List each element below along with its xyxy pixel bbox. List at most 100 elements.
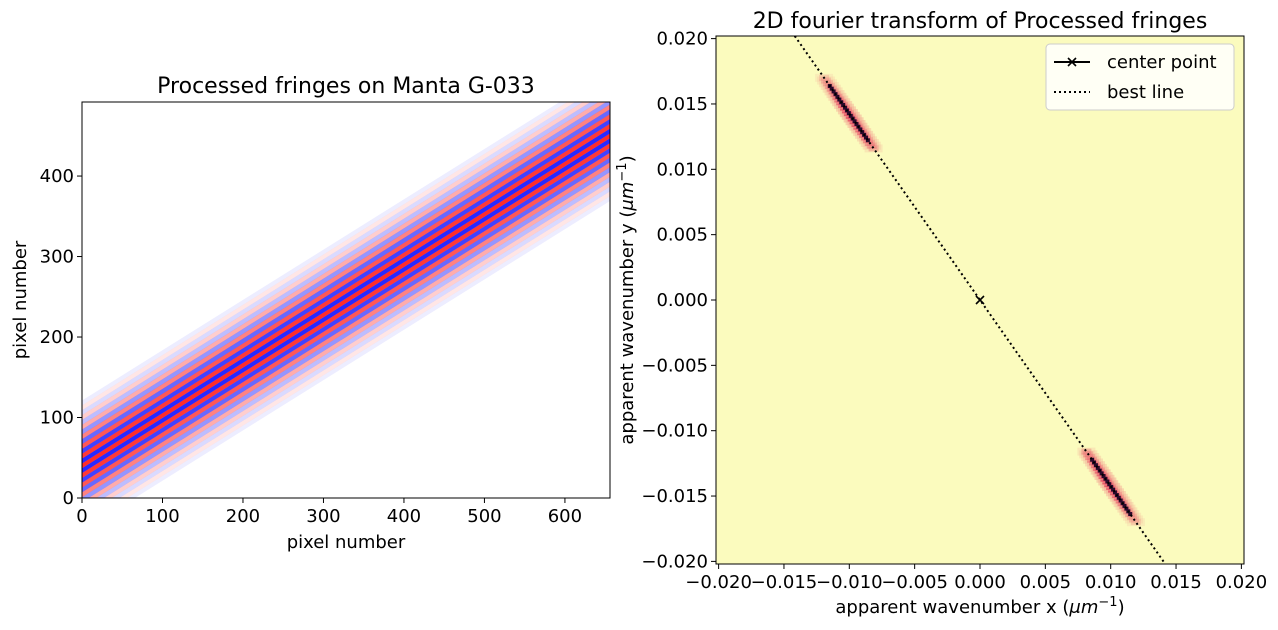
- fringe-stripe: [96, 176, 610, 498]
- fringe-stripe: [82, 109, 610, 445]
- fringe-stripe: [82, 152, 610, 488]
- fft-peak-core: [1116, 495, 1121, 500]
- fringe-stripe: [82, 142, 610, 478]
- fft-peak-core: [829, 86, 834, 91]
- fringe-stripe: [82, 104, 610, 440]
- fft-peak-core: [1099, 471, 1104, 476]
- fft-peak-core: [1107, 482, 1112, 487]
- fft-peak-cell: [820, 77, 831, 84]
- fft-peak-core: [1128, 512, 1133, 517]
- x-tick-label: 0.010: [1085, 572, 1137, 593]
- fft-peak-glow: [1126, 518, 1145, 527]
- fringe-stripe: [103, 181, 610, 498]
- fringe-stripe: [82, 138, 610, 474]
- fringe-stripe: [119, 191, 610, 498]
- fringe-stripe: [82, 102, 591, 420]
- fringe-stripe: [82, 102, 607, 430]
- fft-peak-core: [1124, 506, 1129, 511]
- y-tick-label: 100: [40, 408, 74, 429]
- fft-peak-core: [852, 119, 857, 124]
- legend-center-point-label: center point: [1107, 52, 1217, 73]
- fft-peak-core: [858, 127, 863, 132]
- fft-peak-glow: [1123, 512, 1142, 521]
- y-tick-label: 0.010: [656, 159, 708, 180]
- fft-x-ticks: −0.020−0.015−0.010−0.005 0.000 0.005 0.010 0…: [685, 564, 1267, 593]
- y-tick-label: 400: [40, 166, 74, 187]
- x-tick-label: −0.005: [881, 572, 948, 593]
- y-tick-label: 0.015: [656, 94, 708, 115]
- fft-peak-glow: [818, 79, 837, 88]
- y-tick-label: 200: [40, 327, 74, 348]
- y-tick-label: 300: [40, 247, 74, 268]
- fft-peak-cell: [822, 80, 833, 87]
- fringe-plot-frame: [81, 101, 611, 499]
- x-tick-label: −0.010: [816, 572, 883, 593]
- y-tick-label: 0.020: [656, 29, 708, 50]
- x-tick-label: 0.015: [1150, 572, 1202, 593]
- y-tick-label: 0.000: [656, 290, 708, 311]
- fft-peak-core: [1122, 503, 1127, 508]
- fft-peak-cell: [1081, 448, 1092, 455]
- y-tick-label: −0.015: [641, 486, 708, 507]
- fringe-stripe: [82, 167, 610, 498]
- fft-peak-core: [865, 138, 870, 143]
- fringe-stripe: [82, 157, 610, 493]
- fringe-stripe: [82, 162, 610, 498]
- fft-peak-core: [831, 89, 836, 94]
- fringe-heatmap: [82, 102, 610, 498]
- x-tick-label: 600: [548, 506, 582, 527]
- fft-peak-core: [1112, 490, 1117, 495]
- fft-peak-core: [863, 135, 868, 140]
- fft-peak-core: [1090, 457, 1095, 462]
- y-tick-label: 0: [63, 488, 74, 509]
- fringe-stripe: [82, 133, 610, 469]
- fringe-panel: Processed fringes on Manta G-033 0 100 200…: [10, 74, 611, 553]
- fft-peak-glow: [1081, 453, 1100, 462]
- fft-peak-glow: [864, 144, 883, 153]
- x-tick-label: 0.020: [1216, 572, 1268, 593]
- y-tick-label: −0.005: [641, 355, 708, 376]
- fft-peak-core: [835, 94, 840, 99]
- x-tick-label: −0.020: [685, 572, 752, 593]
- fft-peak-glow: [862, 141, 881, 150]
- fft-panel: 2D fourier transform of Processed fringe…: [615, 9, 1267, 618]
- fft-legend: center point best line: [1045, 43, 1235, 111]
- fringe-stripe: [82, 128, 610, 464]
- fringe-chart-title: Processed fringes on Manta G-033: [157, 74, 535, 99]
- fft-peak-core: [837, 97, 842, 102]
- fringe-stripe: [82, 102, 599, 425]
- fringe-stripe: [82, 102, 610, 435]
- fft-peak-core: [843, 105, 848, 110]
- y-tick-label: −0.010: [641, 421, 708, 442]
- y-tick-label: 0.005: [656, 225, 708, 246]
- fringe-stripe: [82, 147, 610, 483]
- fringe-stripe: [111, 186, 610, 498]
- x-tick-label: 300: [306, 506, 340, 527]
- fringe-stripe: [126, 196, 610, 498]
- fft-peak-core: [854, 121, 859, 126]
- fft-peak-core: [841, 102, 846, 107]
- x-tick-label: 100: [145, 506, 179, 527]
- fft-peak-glow: [1077, 447, 1096, 456]
- fringe-x-axis-label: pixel number: [287, 532, 406, 553]
- fft-overlay: [793, 36, 1167, 564]
- fringe-stripe: [82, 118, 610, 454]
- fringe-stripe: [82, 102, 576, 411]
- fringe-stripe: [82, 102, 568, 406]
- fft-peak-core: [846, 111, 851, 116]
- x-tick-label: 500: [467, 506, 501, 527]
- fringe-stripe: [82, 102, 584, 416]
- x-tick-label: 200: [226, 506, 260, 527]
- fft-peak-glow: [816, 76, 835, 85]
- fringe-y-axis-label: pixel number: [10, 240, 31, 359]
- legend-box: [1045, 43, 1235, 111]
- fft-peak-cell: [1130, 519, 1141, 526]
- x-tick-label: 0.005: [1020, 572, 1072, 593]
- fringe-stripe: [88, 171, 610, 498]
- fft-peak-core: [1095, 465, 1100, 470]
- fringe-y-ticks: 0 100 200 300 400: [40, 166, 82, 509]
- fft-peak-cell: [866, 142, 877, 149]
- x-tick-label: −0.015: [751, 572, 818, 593]
- x-tick-label: 0.000: [954, 572, 1006, 593]
